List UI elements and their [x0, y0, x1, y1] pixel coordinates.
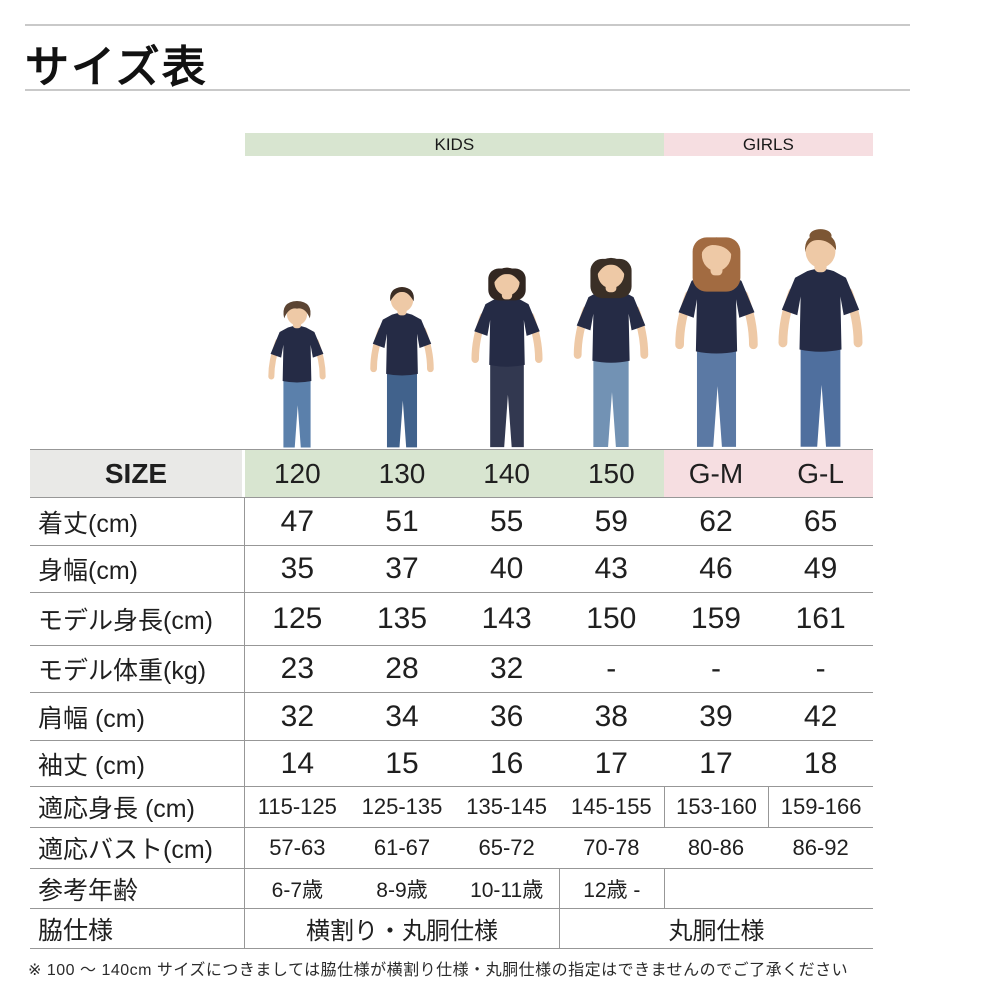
table-row-0: 着丈(cm) 47 51 55 59 62 65: [30, 497, 873, 545]
row-label: モデル体重(kg): [30, 646, 245, 692]
table-row-7: 適応バスト(cm) 57-63 61-67 65-72 70-78 80-86 86-92: [30, 827, 873, 868]
table-cell: -: [815, 652, 826, 685]
table-cell: -: [710, 652, 721, 685]
table-cell: 65-72: [478, 835, 535, 860]
table-cell: 55: [489, 504, 524, 538]
table-cell: 37: [385, 552, 419, 585]
table-cell: 46: [699, 552, 733, 585]
size-table: SIZE 120 130 140 150 G-M G-L 着丈(cm) 47 51 55 59 62 65…: [30, 449, 873, 949]
footnote: ※ 100 ～ 140cm サイズにつきましては脇仕様が横割り仕様・丸胴仕様の指…: [28, 962, 849, 979]
size-col-G-M: G-M: [663, 450, 769, 497]
table-cell: 36: [489, 699, 524, 733]
table-cell: 丸胴仕様: [559, 909, 873, 948]
table-cell: 42: [803, 699, 838, 733]
row-label: モデル身長(cm): [30, 593, 245, 645]
size-col-140: 140: [454, 450, 559, 497]
row-label: 身幅(cm): [30, 546, 245, 592]
size-col-120: 120: [245, 450, 350, 497]
table-cell: 32: [280, 699, 315, 733]
table-cell: 159-166: [768, 787, 873, 827]
table-cell: 143: [481, 602, 532, 635]
table-cell: 115-125: [257, 794, 337, 819]
table-cell: -: [606, 652, 617, 685]
table-row-4: 肩幅 (cm) 32 34 36 38 39 42: [30, 692, 873, 740]
model-photo-140: [460, 262, 554, 449]
table-cell: 125: [272, 602, 323, 635]
table-row-5: 袖丈 (cm) 14 15 16 17 17 18: [30, 740, 873, 786]
table-cell: 14: [280, 746, 315, 780]
table-cell: 57-63: [269, 835, 326, 860]
title-divider-bottom: [25, 89, 910, 91]
table-cell: 6-7歳: [271, 878, 323, 902]
model-photo-G-L: [765, 228, 876, 449]
table-row-9: 脇仕様 横割り・丸胴仕様 丸胴仕様: [30, 908, 873, 948]
row-label: 適応身長 (cm): [30, 787, 245, 827]
table-cell: 150: [586, 602, 637, 635]
row-label: 適応バスト(cm): [30, 828, 245, 868]
table-cell: [663, 869, 873, 908]
row-label: 着丈(cm): [30, 498, 245, 545]
table-cell: 15: [385, 746, 419, 780]
table-cell: 62: [699, 504, 733, 538]
row-label: 脇仕様: [30, 909, 245, 948]
table-cell: 65: [803, 504, 838, 538]
table-row-1: 身幅(cm) 35 37 40 43 46 49: [30, 545, 873, 592]
model-photo-130: [360, 282, 444, 449]
model-photo-G-M: [662, 232, 771, 449]
model-photos: [0, 0, 1000, 450]
table-cell: 23: [280, 652, 315, 685]
table-cell: 49: [803, 552, 838, 585]
table-cell: 51: [385, 504, 419, 538]
size-col-150: 150: [558, 450, 664, 497]
table-cell: 161: [795, 602, 846, 635]
table-cell: 34: [385, 699, 419, 733]
table-row-8: 参考年齢 6-7歳 8-9歳 10-11歳 12歳 -: [30, 868, 873, 908]
size-header-row: SIZE 120 130 140 150 G-M G-L: [30, 449, 873, 497]
title-divider-top: [25, 24, 910, 26]
table-cell: 28: [385, 652, 419, 685]
table-cell: 32: [489, 652, 524, 685]
table-cell: 47: [280, 504, 315, 538]
table-row-2: モデル身長(cm) 125 135 143 150 159 161: [30, 592, 873, 645]
table-cell: 135-145: [466, 794, 548, 819]
row-label: 参考年齢: [30, 869, 245, 908]
table-cell: 16: [489, 746, 524, 780]
group-header-kids: KIDS: [245, 133, 664, 156]
table-cell: 70-78: [583, 835, 640, 860]
table-cell: 159: [690, 602, 741, 635]
table-cell: 80-86: [687, 835, 745, 860]
row-label: 肩幅 (cm): [30, 693, 245, 740]
table-cell: 59: [594, 504, 628, 538]
table-cell: 8-9歳: [376, 878, 428, 902]
table-cell: 18: [803, 746, 838, 780]
size-header-label: SIZE: [30, 450, 245, 497]
page-title: サイズ表: [25, 43, 208, 92]
table-cell: 145-155: [570, 794, 652, 819]
table-cell: 10-11歳: [470, 878, 544, 902]
table-cell: 17: [594, 746, 628, 780]
row-label: 袖丈 (cm): [30, 741, 245, 786]
table-cell: 86-92: [792, 835, 849, 860]
table-cell: 17: [699, 746, 733, 780]
table-cell: 35: [280, 552, 315, 585]
table-cell: 135: [376, 602, 428, 635]
size-col-G-L: G-L: [768, 450, 873, 497]
table-cell: 43: [594, 552, 628, 585]
model-photo-150: [562, 253, 660, 449]
table-cell: 125-135: [361, 794, 443, 819]
table-cell: 38: [594, 699, 628, 733]
table-cell: 横割り・丸胴仕様: [306, 918, 498, 945]
group-header-girls: GIRLS: [663, 133, 873, 156]
table-cell: 12歳 -: [558, 869, 664, 908]
table-cell: 39: [699, 699, 733, 733]
table-row-3: モデル体重(kg) 23 28 32 - - -: [30, 645, 873, 692]
table-cell: 40: [489, 552, 524, 585]
table-cell: 153-160: [663, 787, 769, 827]
size-col-130: 130: [349, 450, 455, 497]
model-photo-120: [259, 298, 335, 449]
table-row-6: 適応身長 (cm) 115-125 125-135 135-145 145-155 153…: [30, 786, 873, 827]
table-cell: 61-67: [373, 835, 431, 860]
